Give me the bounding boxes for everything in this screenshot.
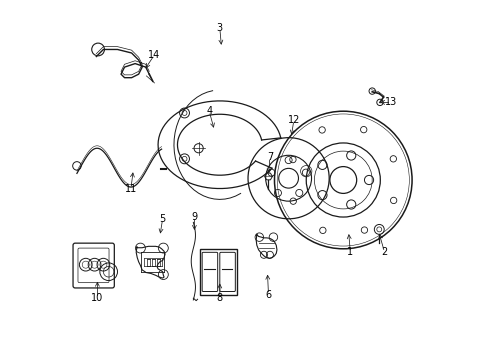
Text: 3: 3 — [216, 23, 223, 33]
Text: 13: 13 — [385, 98, 397, 107]
Text: 2: 2 — [381, 247, 387, 257]
Text: 1: 1 — [346, 247, 353, 257]
Text: 10: 10 — [91, 293, 103, 303]
Text: 5: 5 — [159, 214, 165, 224]
Text: 9: 9 — [191, 212, 197, 222]
Text: 4: 4 — [206, 106, 212, 116]
Text: 7: 7 — [266, 152, 272, 162]
Text: 14: 14 — [148, 50, 161, 60]
Bar — [200, 249, 237, 294]
Text: 8: 8 — [216, 293, 223, 303]
Text: 12: 12 — [287, 115, 300, 125]
Text: 11: 11 — [124, 184, 137, 194]
Text: 6: 6 — [265, 290, 271, 300]
